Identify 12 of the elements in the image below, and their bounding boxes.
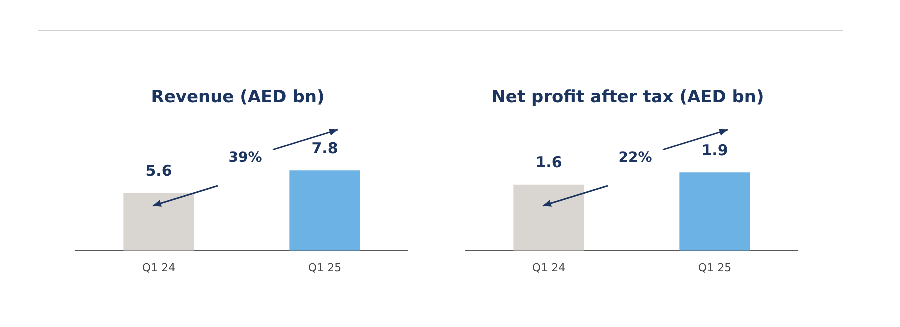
text: 22% [618,150,654,166]
data-label: 7.8 [312,139,338,158]
x-tick-label: Q1 25 [698,261,732,274]
x-tick-label: Q1 24 [142,261,176,274]
chart-title: Net profit after tax (AED bn) [492,88,764,108]
chart-title: Revenue (AED bn) [151,88,325,108]
text: 39% [228,150,264,166]
data-label: 5.6 [146,162,172,180]
data-label: 1.6 [536,154,562,172]
x-tick-label: Q1 24 [532,261,566,274]
data-label: 1.9 [702,141,728,160]
x-tick-label: Q1 25 [308,261,342,274]
